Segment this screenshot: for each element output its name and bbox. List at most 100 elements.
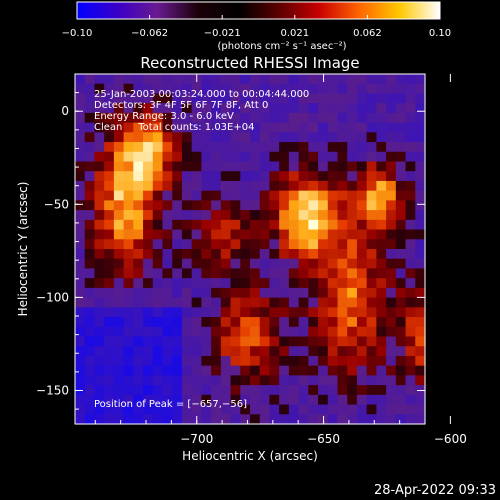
heatmap-cell [318, 297, 329, 308]
heatmap-cell [211, 161, 222, 172]
heatmap-cell [347, 229, 358, 240]
heatmap-cell [259, 404, 271, 415]
heatmap-cell [288, 268, 300, 279]
heatmap-cell [308, 394, 319, 406]
heatmap-cell [395, 219, 407, 231]
heatmap-cell [415, 278, 426, 289]
heatmap-cell [152, 171, 164, 182]
heatmap-cell [84, 287, 96, 299]
heatmap-cell [269, 414, 280, 425]
heatmap-cell [259, 365, 271, 376]
heatmap-cell [279, 142, 290, 153]
heatmap-cell [269, 93, 280, 104]
heatmap-cell [172, 190, 183, 201]
heatmap-cell [386, 161, 397, 172]
heatmap-cell [376, 132, 387, 143]
heatmap-cell [172, 404, 183, 415]
heatmap-cell [162, 161, 173, 172]
heatmap-cell [240, 307, 251, 318]
heatmap-cell [75, 93, 86, 104]
heatmap-cell [240, 249, 251, 260]
heatmap-cell [230, 112, 241, 124]
heatmap-cell [211, 171, 222, 182]
heatmap-cell [318, 161, 329, 172]
heatmap-cell [259, 249, 271, 260]
heatmap-cell [308, 151, 319, 163]
heatmap-cell [201, 122, 212, 133]
heatmap-cell [162, 317, 173, 328]
heatmap-cell [162, 404, 173, 415]
heatmap-cell [211, 142, 222, 153]
heatmap-cell [347, 326, 358, 338]
heatmap-cell [84, 385, 96, 396]
heatmap-cell [181, 190, 193, 201]
heatmap-cell [113, 74, 125, 85]
colorbar-unit-label: (photons cm⁻² s⁻¹ asec⁻²) [217, 41, 346, 52]
heatmap-cell [152, 385, 164, 396]
heatmap-cell [211, 122, 222, 133]
heatmap-cell [366, 404, 377, 415]
heatmap-cell [318, 326, 329, 338]
annotation-block: 25-Jan-2003 00:03:24.000 to 00:04:44.000… [94, 89, 309, 410]
heatmap-cell [395, 278, 407, 289]
heatmap-cell [386, 317, 397, 328]
heatmap-cell [386, 268, 397, 279]
heatmap-cell [259, 103, 271, 114]
heatmap-cell [162, 112, 173, 124]
heatmap-cell [308, 122, 319, 133]
heatmap-cell [162, 151, 173, 163]
heatmap-cell [104, 336, 115, 347]
heatmap-cell [181, 93, 193, 104]
heatmap-cell [143, 336, 154, 347]
heatmap-cell [104, 346, 115, 357]
heatmap-cell [298, 112, 309, 124]
heatmap-cell [181, 297, 193, 308]
heatmap-cell [376, 375, 387, 386]
heatmap-cell [143, 297, 154, 308]
heatmap-cell [133, 297, 144, 308]
heatmap-cell [376, 151, 387, 163]
heatmap-cell [259, 161, 271, 172]
heatmap-cell [240, 93, 251, 104]
heatmap-cell [123, 190, 134, 201]
heatmap-cell [75, 355, 86, 367]
heatmap-cell [318, 278, 329, 289]
heatmap-cell [230, 258, 241, 270]
heatmap-cell [123, 239, 134, 250]
heatmap-cell [75, 200, 86, 211]
heatmap-cell [143, 103, 154, 114]
heatmap-cell [191, 83, 202, 95]
heatmap-cell [327, 93, 339, 104]
heatmap-cell [327, 287, 339, 299]
heatmap-cell [143, 394, 154, 406]
heatmap-cell [298, 132, 309, 143]
heatmap-cell [162, 210, 173, 221]
heatmap-cell [220, 210, 232, 221]
heatmap-cell [172, 219, 183, 231]
heatmap-cell [337, 83, 348, 95]
heatmap-cell [327, 404, 339, 415]
heatmap-cell [162, 132, 173, 143]
heatmap-cell [298, 375, 309, 386]
heatmap-cell [172, 142, 183, 153]
heatmap-cell [337, 414, 348, 425]
heatmap-cell [211, 307, 222, 318]
heatmap-cell [201, 171, 212, 182]
heatmap-cell [181, 268, 193, 279]
heatmap-cell [84, 112, 96, 124]
heatmap-cell [356, 365, 368, 376]
heatmap-cell [133, 132, 144, 143]
heatmap-cell [386, 375, 397, 386]
heatmap-cell [356, 112, 368, 124]
heatmap-cell [230, 326, 241, 338]
heatmap-cell [347, 346, 358, 357]
heatmap-cell [94, 229, 105, 240]
heatmap-cell [123, 355, 134, 367]
heatmap-cell [123, 249, 134, 260]
heatmap-cell [337, 161, 348, 172]
heatmap-cell [288, 258, 300, 270]
heatmap-cell [94, 336, 105, 347]
heatmap-cell [347, 394, 358, 406]
heatmap-cell [191, 151, 202, 163]
heatmap-cell [113, 346, 125, 357]
